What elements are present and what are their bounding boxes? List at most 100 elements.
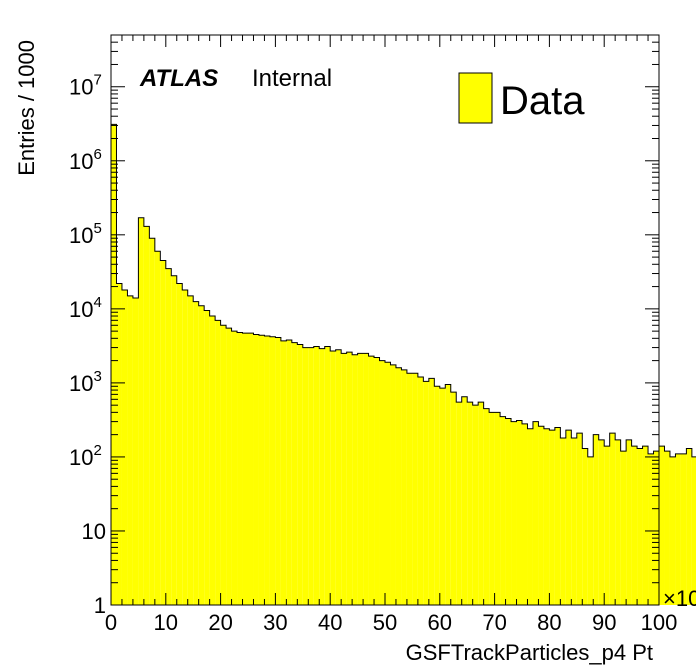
histogram-bin <box>395 367 402 605</box>
histogram-bin <box>560 438 566 605</box>
y-tick-label: 102 <box>69 442 102 470</box>
histogram-bin <box>280 340 287 605</box>
histogram-bin <box>258 335 265 605</box>
x-tick-label: 40 <box>318 610 342 635</box>
histogram-bin <box>401 369 407 605</box>
histogram-bin <box>565 430 572 605</box>
x-tick-label: 90 <box>592 610 616 635</box>
x-tick-label: 80 <box>537 610 561 635</box>
x-multiplier-base: ×10 <box>663 586 696 611</box>
histogram-outline <box>111 123 696 458</box>
histogram-bin <box>248 333 254 605</box>
x-tick-label: 100 <box>641 610 678 635</box>
histogram-bin <box>527 428 533 605</box>
histogram-bin <box>171 275 177 605</box>
histogram-bin <box>335 349 342 605</box>
y-tick-label: 107 <box>69 72 102 100</box>
x-tick-label: 70 <box>482 610 506 635</box>
legend-label-data: Data <box>500 79 585 123</box>
histogram-bin <box>669 456 676 605</box>
histogram-bin <box>604 446 610 605</box>
histogram-bin <box>423 381 429 605</box>
histogram-bin <box>489 412 495 605</box>
histogram-bin <box>478 402 484 605</box>
histogram-bin <box>587 456 594 605</box>
histogram-bin <box>593 434 599 605</box>
histogram-bin <box>132 298 139 605</box>
histogram-bin <box>286 339 292 605</box>
legend-swatch-data <box>458 72 493 124</box>
histogram-bin <box>302 347 309 605</box>
histogram-bin <box>138 217 144 605</box>
histogram-bin <box>450 392 457 605</box>
histogram-bin <box>412 373 418 605</box>
histogram-bin <box>198 305 205 605</box>
histogram-bin <box>686 448 692 605</box>
histogram-bin <box>385 362 391 605</box>
histogram-bin <box>154 251 161 606</box>
histogram-bin <box>417 377 424 605</box>
histogram-bin <box>352 354 358 605</box>
histogram-bin <box>330 350 336 605</box>
histogram-bin <box>648 453 654 605</box>
histogram-bin <box>390 364 396 605</box>
histogram-bin <box>505 418 512 605</box>
histogram-bin <box>204 310 210 605</box>
x-axis-ticks: 0 10 20 30 40 50 60 70 80 90 100 <box>105 35 677 635</box>
histogram-bin <box>576 433 583 605</box>
histogram-bin <box>242 333 248 605</box>
histogram-bin <box>620 451 627 605</box>
histogram-bin <box>319 348 325 605</box>
x-tick-label: 30 <box>263 610 287 635</box>
histogram-bin <box>456 402 462 605</box>
histogram-bin <box>149 238 155 605</box>
histogram-bin <box>275 337 281 605</box>
histogram-bin <box>182 289 188 605</box>
histogram-bin <box>571 438 577 605</box>
histogram-bin <box>116 283 122 605</box>
histogram-bin <box>111 124 117 605</box>
histogram-bin <box>406 373 413 605</box>
histogram-bin <box>237 332 243 605</box>
histogram-bin <box>609 433 616 605</box>
histogram-bin <box>209 316 216 605</box>
histogram-bin <box>461 396 468 605</box>
x-axis-title: GSFTrackParticles_p4 Pt <box>406 640 653 665</box>
histogram-bin <box>428 378 435 605</box>
histogram-bin <box>543 428 550 605</box>
x-tick-label: 0 <box>105 610 117 635</box>
histogram-bin <box>680 453 687 605</box>
histogram-bin <box>297 344 303 605</box>
histogram-bin <box>231 331 238 605</box>
histogram-bin <box>187 295 194 605</box>
histogram-bin <box>642 446 649 605</box>
histogram-bin <box>176 283 183 605</box>
histogram-bin <box>653 451 659 605</box>
histogram-bin <box>379 360 385 605</box>
y-axis-ticks: 1 10 102 103 104 105 106 107 <box>69 34 659 618</box>
histogram-bin <box>374 357 380 605</box>
histogram-bin <box>549 430 555 605</box>
histogram-bin <box>215 320 221 605</box>
x-axis-multiplier: ×103 <box>663 584 696 611</box>
y-axis-title: Entries / 1000 <box>14 40 39 176</box>
histogram-bin <box>516 420 522 605</box>
histogram-bin <box>313 346 320 605</box>
histogram-bin <box>598 439 605 605</box>
y-tick-label: 105 <box>69 220 102 248</box>
histogram-bin <box>308 347 314 605</box>
histogram-bin <box>220 325 227 605</box>
histogram-bin <box>193 301 199 605</box>
histogram-bin <box>445 384 451 605</box>
histogram-bin <box>143 226 150 606</box>
y-tick-label: 1 <box>94 593 106 618</box>
histogram-bin <box>659 446 665 605</box>
histogram-bin <box>368 356 375 605</box>
histogram-bin <box>291 342 298 605</box>
histogram-bin <box>554 427 561 605</box>
y-tick-label: 103 <box>69 368 102 396</box>
x-tick-label: 10 <box>154 610 178 635</box>
internal-label: Internal <box>252 65 332 92</box>
y-tick-label: 10 <box>82 519 106 544</box>
